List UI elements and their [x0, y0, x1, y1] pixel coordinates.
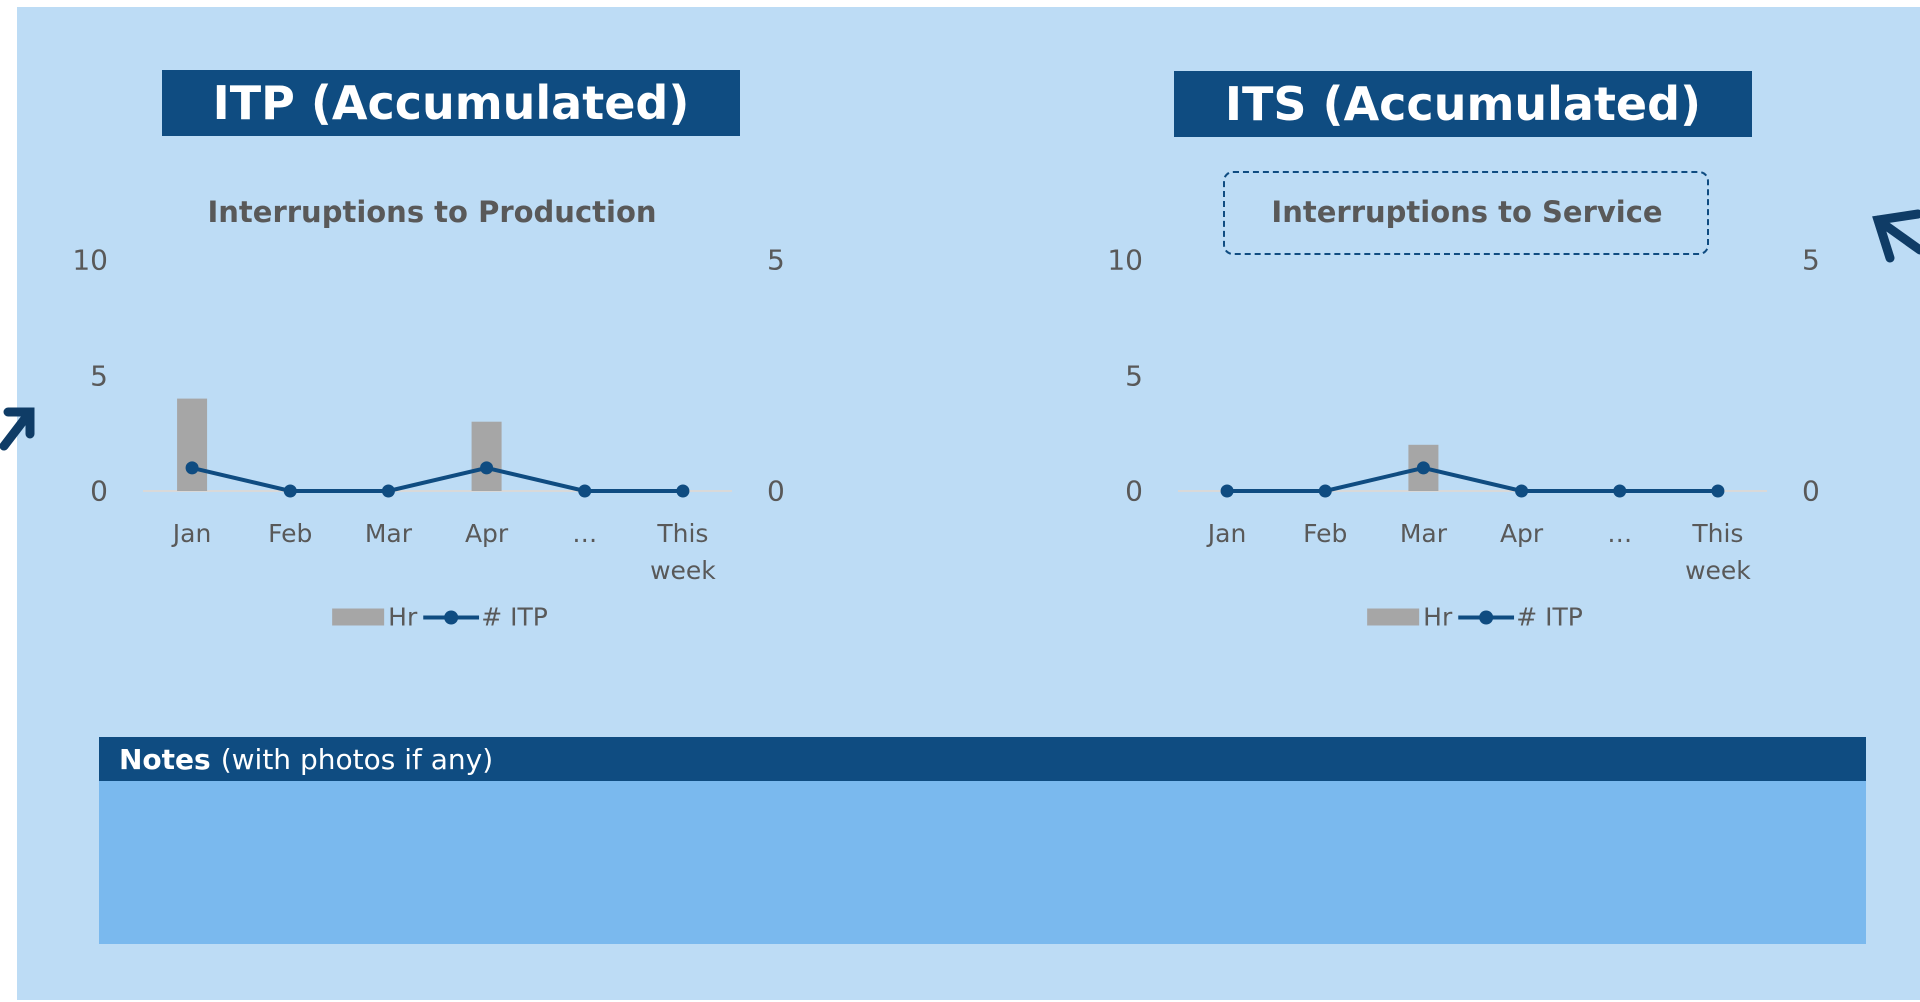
y2-tick-label: 0	[767, 474, 785, 508]
legend-swatch	[332, 608, 385, 626]
y-tick-label: 0	[1125, 474, 1143, 508]
point	[1416, 461, 1430, 475]
line	[191, 465, 683, 493]
point	[1515, 484, 1529, 498]
point	[185, 461, 199, 475]
y2-tick-label: 5	[767, 243, 785, 277]
x-tick-label: Jan	[1207, 519, 1247, 548]
selection-box	[1223, 171, 1709, 255]
y-tick-label: 10	[1107, 243, 1143, 277]
point	[480, 461, 494, 475]
legend-label: Hr	[1423, 602, 1453, 632]
section-heading: ITS (Accumulated)	[1174, 71, 1752, 137]
y-tick-label: 0	[90, 474, 108, 508]
line	[1227, 465, 1718, 493]
point	[1220, 484, 1234, 498]
legend-label: # ITP	[481, 602, 548, 632]
x-tick-label: Apr	[1499, 519, 1544, 548]
legend: Hr # ITP	[332, 603, 548, 632]
notes-hint: (with photos if any)	[220, 742, 494, 776]
legend-label: # ITP	[1516, 602, 1583, 632]
legend-swatch	[1458, 607, 1515, 627]
x-tick-label: Mar	[364, 519, 412, 548]
x-tick-label: This week	[650, 519, 716, 585]
point	[283, 484, 297, 498]
point	[1613, 484, 1627, 498]
x-tick-label: …	[572, 519, 598, 548]
point	[1711, 484, 1725, 498]
arrow-icon	[0, 407, 35, 451]
legend-swatch	[1367, 608, 1420, 626]
legend: Hr # ITP	[1367, 603, 1583, 632]
notes-header: Notes (with photos if any)	[99, 737, 1866, 781]
x-tick-label: This week	[1685, 519, 1751, 585]
x-tick-label: Apr	[464, 519, 509, 548]
legend-label: Hr	[388, 602, 418, 632]
y2-tick-label: 5	[1802, 243, 1820, 277]
point	[1318, 484, 1332, 498]
section-heading: ITP (Accumulated)	[162, 70, 740, 136]
x-tick-label: …	[1607, 519, 1633, 548]
point	[676, 484, 690, 498]
chart-title: Interruptions to Service	[1271, 195, 1663, 229]
bar	[471, 421, 502, 491]
point	[381, 484, 395, 498]
arrow-icon	[1872, 209, 1920, 263]
legend-swatch	[423, 607, 480, 627]
notes-body[interactable]	[99, 781, 1866, 944]
y-tick-label: 5	[1125, 359, 1143, 392]
notes-label: Notes	[119, 742, 211, 776]
y2-tick-label: 0	[1802, 474, 1820, 508]
x-tick-label: Jan	[172, 519, 212, 548]
chart-title: Interruptions to Production	[207, 195, 657, 229]
x-tick-label: Feb	[1303, 519, 1348, 548]
bar	[177, 398, 208, 491]
point	[578, 484, 592, 498]
x-tick-label: Feb	[268, 519, 313, 548]
y-tick-label: 10	[72, 243, 108, 277]
x-tick-label: Mar	[1399, 519, 1447, 548]
y-tick-label: 5	[90, 359, 108, 392]
